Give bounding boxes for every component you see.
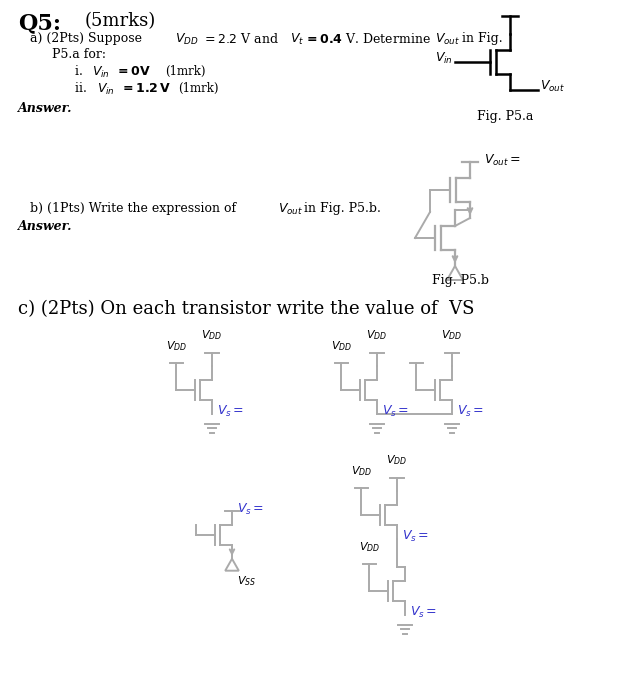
Text: $V_{out}$: $V_{out}$ [435, 32, 460, 47]
Text: Q5:: Q5: [18, 12, 61, 34]
Text: $V_{DD}$: $V_{DD}$ [359, 540, 380, 554]
Text: P5.a for:: P5.a for: [52, 48, 106, 61]
Text: c) (2Pts) On each transistor write the value of  VS: c) (2Pts) On each transistor write the v… [18, 300, 475, 318]
Text: $V_s =$: $V_s =$ [217, 405, 244, 419]
Text: $V_t$: $V_t$ [290, 32, 304, 47]
Text: Answer.: Answer. [18, 102, 73, 115]
Text: (1mrk): (1mrk) [178, 82, 219, 95]
Text: $V_{DD}$: $V_{DD}$ [175, 32, 199, 47]
Text: $V_{DD}$: $V_{DD}$ [350, 464, 372, 477]
Text: $V_{out}$: $V_{out}$ [540, 78, 565, 94]
Text: $= 2.2$ V and: $= 2.2$ V and [202, 32, 279, 46]
Text: Fig. P5.a: Fig. P5.a [477, 110, 533, 123]
Text: $V_{DD}$: $V_{DD}$ [166, 339, 187, 353]
Text: ii.: ii. [75, 82, 91, 95]
Text: a) (2Pts) Suppose: a) (2Pts) Suppose [30, 32, 146, 45]
Text: $V_s =$: $V_s =$ [237, 502, 264, 517]
Text: $V_s =$: $V_s =$ [410, 606, 437, 620]
Text: in Fig.: in Fig. [462, 32, 503, 45]
Text: $\mathbf{= 1.2\,V}$: $\mathbf{= 1.2\,V}$ [120, 82, 170, 95]
Text: $V_{in}$: $V_{in}$ [435, 50, 453, 66]
Text: $V_s =$: $V_s =$ [382, 405, 409, 419]
Text: $V_s =$: $V_s =$ [457, 405, 484, 419]
Text: $V_{in}$: $V_{in}$ [92, 65, 110, 80]
Text: Answer.: Answer. [18, 220, 73, 233]
Text: in Fig. P5.b.: in Fig. P5.b. [304, 202, 381, 215]
Text: $\mathbf{= 0.4}$ V. Determine: $\mathbf{= 0.4}$ V. Determine [304, 32, 431, 46]
Text: (1mrk): (1mrk) [165, 65, 206, 78]
Text: Fig. P5.b: Fig. P5.b [431, 274, 489, 287]
Text: $V_s =$: $V_s =$ [402, 529, 430, 545]
Text: $V_{DD}$: $V_{DD}$ [386, 454, 408, 468]
Text: $V_{DD}$: $V_{DD}$ [367, 328, 388, 342]
Text: $V_{DD}$: $V_{DD}$ [331, 339, 352, 353]
Text: $V_{out}$: $V_{out}$ [278, 202, 303, 217]
Text: $V_{in}$: $V_{in}$ [97, 82, 115, 97]
Text: $V_{DD}$: $V_{DD}$ [201, 328, 222, 342]
Text: i.: i. [75, 65, 87, 78]
Text: (5mrks): (5mrks) [85, 12, 156, 30]
Text: b) (1Pts) Write the expression of: b) (1Pts) Write the expression of [30, 202, 240, 215]
Text: $V_{DD}$: $V_{DD}$ [441, 328, 462, 342]
Text: $V_{out}=$: $V_{out}=$ [484, 153, 521, 167]
Text: $\mathbf{=0V}$: $\mathbf{=0V}$ [115, 65, 150, 78]
Text: $V_{SS}$: $V_{SS}$ [237, 574, 257, 588]
